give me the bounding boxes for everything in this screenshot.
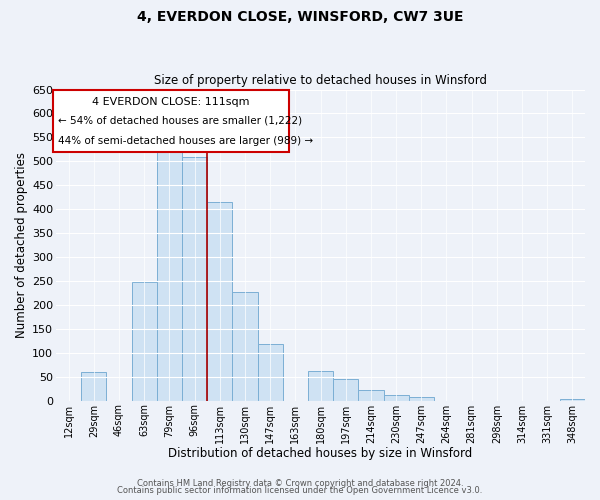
Bar [232, 292, 257, 401]
Text: Contains public sector information licensed under the Open Government Licence v3: Contains public sector information licen… [118, 486, 482, 495]
Bar [207, 202, 232, 400]
Text: 44% of semi-detached houses are larger (989) →: 44% of semi-detached houses are larger (… [58, 136, 313, 145]
Bar [383, 395, 409, 400]
Bar [560, 399, 585, 400]
Bar [131, 282, 157, 401]
Bar [257, 344, 283, 401]
Title: Size of property relative to detached houses in Winsford: Size of property relative to detached ho… [154, 74, 487, 87]
Y-axis label: Number of detached properties: Number of detached properties [15, 152, 28, 338]
Bar [157, 151, 182, 400]
Bar [358, 390, 383, 400]
Text: ← 54% of detached houses are smaller (1,222): ← 54% of detached houses are smaller (1,… [58, 116, 302, 126]
Bar [81, 372, 106, 400]
X-axis label: Distribution of detached houses by size in Winsford: Distribution of detached houses by size … [169, 447, 473, 460]
Bar [333, 379, 358, 400]
Bar [308, 370, 333, 400]
Bar [182, 156, 207, 400]
Text: Contains HM Land Registry data © Crown copyright and database right 2024.: Contains HM Land Registry data © Crown c… [137, 478, 463, 488]
Text: 4 EVERDON CLOSE: 111sqm: 4 EVERDON CLOSE: 111sqm [92, 97, 250, 107]
Bar [409, 397, 434, 400]
Text: 4, EVERDON CLOSE, WINSFORD, CW7 3UE: 4, EVERDON CLOSE, WINSFORD, CW7 3UE [137, 10, 463, 24]
